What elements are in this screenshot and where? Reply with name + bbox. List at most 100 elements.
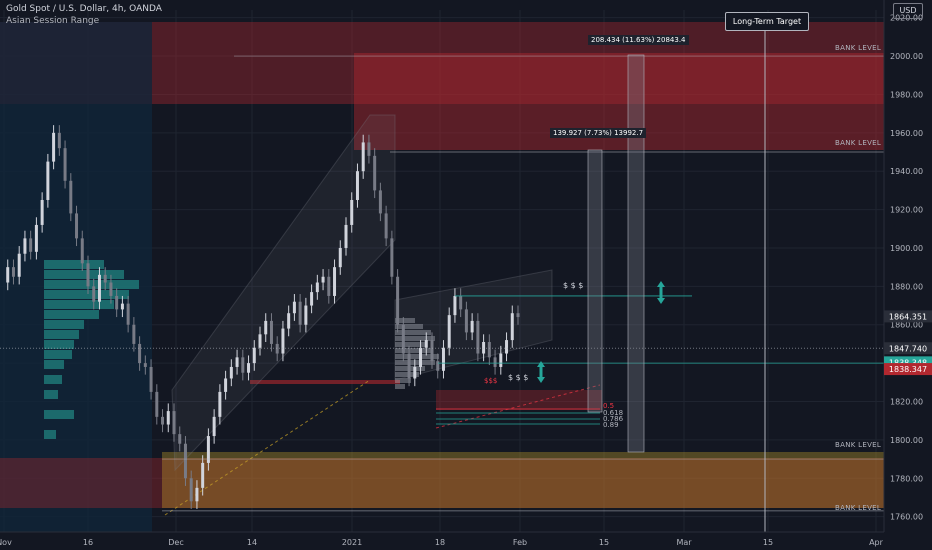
vp-bar-0	[44, 260, 104, 269]
vp-bar-7	[44, 330, 79, 339]
candle-body-34	[195, 487, 199, 502]
candle-body-79	[453, 295, 457, 316]
candle-body-65	[373, 155, 377, 191]
price-label-2: 1838.348	[889, 358, 927, 367]
liquidity-marker-lower: $ $ $	[508, 373, 529, 382]
measure-lower-label: 139.927 (7.73%) 13992.7	[550, 128, 647, 138]
time-axis-ticks: Nov 16 Dec 14 2021 18 Feb 15 Mar 15 Apr	[0, 538, 884, 547]
candle-body-78	[447, 315, 451, 348]
fib-label-3: 0.89	[603, 421, 619, 429]
candle-body-1	[6, 267, 10, 283]
candle-body-77	[441, 347, 445, 371]
candle-body-6	[34, 224, 38, 252]
candle-body-32	[183, 443, 187, 479]
candle-body-3	[17, 253, 21, 277]
measure-bar-upper	[627, 54, 645, 453]
candle-body-15	[86, 263, 90, 287]
candle-body-80	[459, 295, 463, 310]
price-tick-1: 1780.00	[890, 474, 923, 483]
indicator-title[interactable]: Asian Session Range	[6, 16, 100, 26]
candle-body-46	[264, 320, 268, 335]
vp2-bar-1	[395, 324, 423, 329]
price-tick-0: 1760.00	[890, 513, 923, 522]
currency-badge[interactable]: USD	[893, 3, 923, 19]
vp-bar-11	[44, 375, 62, 384]
candle-body-35	[201, 462, 205, 488]
vp-bar-6	[44, 320, 84, 329]
candle-body-45	[258, 334, 262, 348]
candle-body-57	[327, 276, 331, 296]
candle-body-25	[143, 363, 147, 367]
liquidity-marker-upper: $ $ $	[563, 281, 584, 290]
time-tick-7: 15	[599, 538, 609, 547]
time-tick-3: 14	[247, 538, 257, 547]
candle-body-5	[29, 238, 33, 252]
bank-level-label-1: BANK LEVEL	[835, 44, 882, 52]
candle-body-2	[11, 267, 15, 277]
vp-bar-3	[44, 290, 129, 299]
candle-body-53	[304, 305, 308, 325]
time-tick-6: Feb	[513, 538, 527, 547]
measure-bar-lower	[587, 149, 603, 413]
candle-body-37	[212, 416, 216, 437]
time-axis[interactable]	[0, 532, 932, 550]
candle-body-66	[378, 190, 382, 214]
time-tick-9: 15	[763, 538, 773, 547]
symbol-title[interactable]: Gold Spot / U.S. Dollar, 4h, OANDA	[6, 4, 162, 14]
time-tick-5: 18	[435, 538, 445, 547]
order-block	[250, 380, 400, 384]
time-tick-10: Apr	[869, 538, 884, 547]
candle-body-55	[315, 282, 319, 293]
candle-body-14	[80, 238, 84, 264]
vp-bar-14	[44, 430, 56, 439]
candle-body-85	[487, 342, 491, 358]
candle-body-40	[229, 366, 233, 379]
candle-body-52	[298, 301, 302, 325]
candle-body-11	[63, 148, 67, 181]
candle-body-81	[464, 309, 468, 333]
candle-body-47	[269, 320, 273, 344]
dashed-fib-trendline	[435, 384, 601, 429]
candle-body-54	[310, 292, 314, 306]
candle-body-16	[92, 286, 96, 302]
time-tick-1: 16	[83, 538, 93, 547]
time-tick-8: Mar	[676, 538, 692, 547]
candle-body-56	[321, 276, 325, 283]
price-tick-8: 1920.00	[890, 206, 923, 215]
candle-body-73	[419, 347, 423, 367]
candle-body-29	[166, 411, 170, 425]
demand-zone-base	[0, 458, 884, 508]
candle-body-63	[361, 142, 365, 172]
candle-body-36	[206, 436, 210, 463]
price-label-bg-1	[884, 342, 932, 355]
volume-profile	[44, 260, 439, 439]
candle-body-33	[189, 478, 193, 502]
vp2-bar-0	[395, 318, 415, 323]
price-tick-2: 1800.00	[890, 436, 923, 445]
price-label-3: 1838.347	[889, 365, 927, 374]
bank-level-label-2: BANK LEVEL	[835, 139, 882, 147]
candle-body-62	[355, 171, 359, 200]
candle-body-41	[235, 357, 239, 367]
measure-upper-label: 208.434 (11.63%) 20843.4	[588, 35, 689, 45]
vp2-bar-3	[395, 336, 435, 341]
price-axis[interactable]	[884, 0, 932, 550]
candle-body-7	[40, 199, 44, 225]
candle-body-8	[46, 161, 50, 200]
candle-body-83	[476, 320, 480, 354]
ascending-channel	[171, 114, 396, 472]
candle-body-74	[424, 340, 428, 348]
candle-body-23	[132, 324, 136, 344]
liquidity-marker-red: $$$	[484, 377, 498, 385]
candle-body-86	[493, 357, 497, 367]
vp-bar-12	[44, 390, 58, 399]
candle-body-64	[367, 142, 371, 156]
price-tick-11: 1980.00	[890, 90, 923, 99]
price-tick-10: 1960.00	[890, 129, 923, 138]
vp2-bar-11	[395, 384, 405, 389]
candle-body-76	[436, 361, 440, 371]
vp-bar-4	[44, 300, 114, 309]
candle-body-58	[333, 267, 337, 296]
candle-body-30	[172, 411, 176, 435]
